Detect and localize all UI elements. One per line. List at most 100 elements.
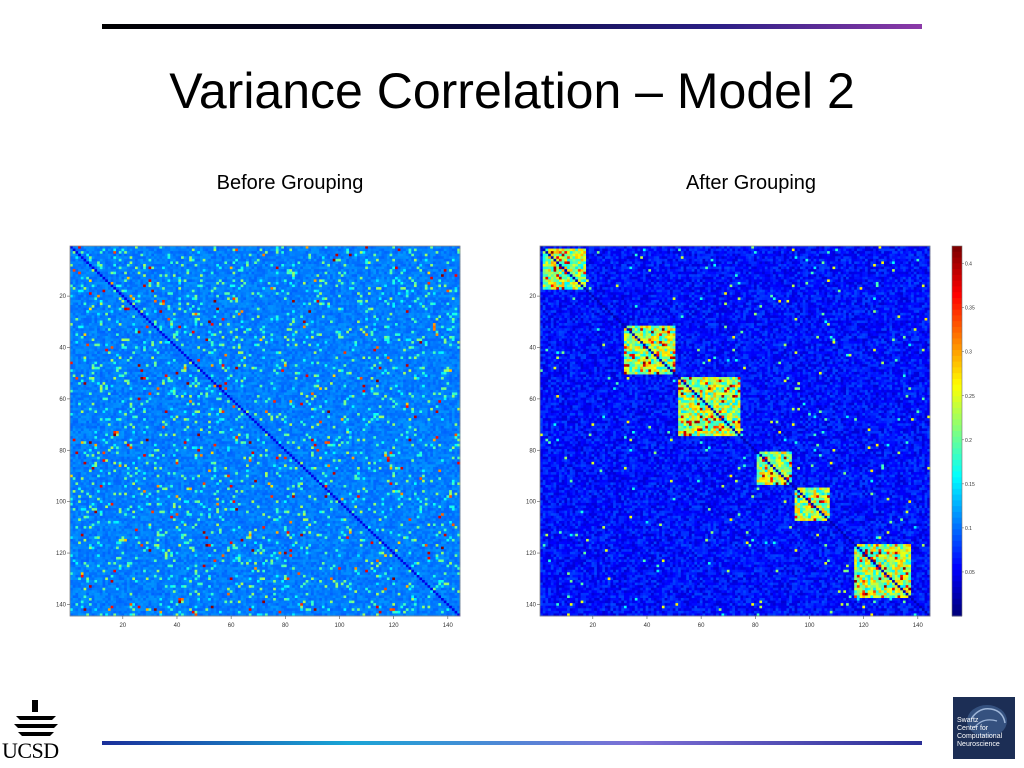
heatmap-cell (262, 294, 266, 298)
heatmap-cell (305, 307, 309, 311)
heatmap-cell (216, 297, 220, 301)
heatmap-cell (441, 246, 445, 249)
heatmap-cell (143, 328, 147, 332)
heatmap-cell (376, 310, 380, 314)
heatmap-cell (389, 246, 393, 249)
heatmap-cell (376, 312, 380, 316)
heatmap-cell (118, 312, 122, 316)
heatmap-cell (105, 287, 109, 291)
heatmap-cell (395, 287, 399, 291)
heatmap-cell (376, 294, 380, 298)
heatmap-cell (183, 258, 187, 262)
heatmap-cell (338, 261, 342, 265)
heatmap-cell (281, 302, 285, 306)
heatmap-cell (164, 258, 168, 262)
heatmap-cell (275, 328, 279, 332)
heatmap-cell (432, 320, 436, 324)
heatmap-cell (75, 333, 79, 337)
heatmap-cell (102, 330, 106, 334)
heatmap-cell (162, 315, 166, 319)
heatmap-cell (178, 251, 182, 255)
heatmap-cell (248, 261, 252, 265)
heatmap-cell (430, 258, 434, 262)
heatmap-cell (351, 266, 355, 270)
heatmap-cell (424, 266, 428, 270)
heatmap-cell (248, 256, 252, 260)
heatmap-cell (300, 256, 304, 260)
heatmap-cell (162, 251, 166, 255)
heatmap-cell (129, 248, 133, 252)
heatmap-cell (235, 279, 239, 283)
heatmap-cell (392, 287, 396, 291)
heatmap-cell (294, 287, 298, 291)
heatmap-cell (332, 274, 336, 278)
heatmap-cell (181, 251, 185, 255)
heatmap-cell (297, 297, 301, 301)
heatmap-cell (124, 289, 128, 293)
heatmap-cell (432, 325, 436, 329)
heatmap-cell (332, 330, 336, 334)
heatmap-cell (311, 263, 315, 267)
heatmap-cell (91, 305, 95, 309)
heatmap-cell (408, 271, 412, 275)
heatmap-cell (384, 271, 388, 275)
heatmap-cell (311, 320, 315, 324)
heatmap-cell (237, 263, 241, 267)
heatmap-cell (189, 299, 193, 303)
heatmap-cell (430, 248, 434, 252)
heatmap-cell (121, 261, 125, 265)
heatmap-cell (300, 274, 304, 278)
heatmap-cell (240, 258, 244, 262)
heatmap-cell (97, 305, 101, 309)
heatmap-cell (403, 328, 407, 332)
heatmap-cell (251, 258, 255, 262)
heatmap-cell (378, 253, 382, 257)
heatmap-cell (113, 320, 117, 324)
heatmap-cell (72, 284, 76, 288)
heatmap-cell (386, 289, 390, 293)
heatmap-cell (308, 294, 312, 298)
heatmap-cell (156, 256, 160, 260)
heatmap-cell (167, 246, 171, 249)
heatmap-cell (135, 323, 139, 326)
heatmap-cell (283, 330, 288, 334)
heatmap-cell (232, 305, 236, 309)
heatmap-cell (370, 294, 374, 298)
heatmap-cell (451, 284, 455, 288)
heatmap-cell (354, 279, 358, 283)
heatmap-cell (411, 328, 415, 332)
heatmap-cell (338, 315, 342, 319)
heatmap-cell (99, 284, 103, 288)
heatmap-cell (159, 251, 163, 255)
heatmap-cell (308, 299, 312, 303)
heatmap-cell (413, 287, 418, 291)
heatmap-cell (427, 284, 431, 288)
heatmap-cell (411, 292, 415, 296)
heatmap-cell (102, 258, 106, 262)
heatmap-cell (262, 276, 266, 280)
heatmap-cell (110, 305, 114, 309)
heatmap-cell (362, 305, 366, 309)
heatmap-cell (354, 320, 358, 324)
heatmap-cell (330, 281, 334, 285)
heatmap-cell (210, 325, 214, 329)
heatmap-cell (172, 307, 176, 311)
heatmap-cell (292, 323, 296, 326)
heatmap-cell (118, 328, 122, 332)
heatmap-cell (170, 271, 174, 275)
heatmap-cell (156, 246, 160, 249)
heatmap-cell (140, 251, 144, 255)
heatmap-cell (278, 263, 282, 267)
heatmap-cell (145, 266, 149, 270)
heatmap-cell (330, 310, 334, 314)
heatmap-cell (343, 289, 347, 293)
heatmap-cell (113, 302, 117, 306)
heatmap-cell (191, 330, 195, 334)
heatmap-cell (373, 248, 377, 252)
heatmap-cell (397, 266, 401, 270)
heatmap-cell (294, 317, 298, 321)
heatmap-cell (208, 328, 212, 332)
heatmap-cell (172, 315, 176, 319)
heatmap-cell (178, 328, 182, 332)
heatmap-cell (227, 246, 231, 249)
